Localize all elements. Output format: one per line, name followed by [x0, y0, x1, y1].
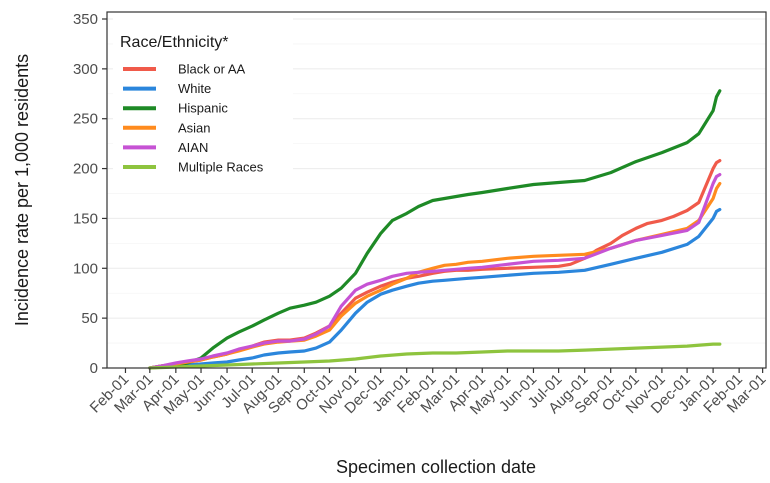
- series-line-asian: [148, 181, 722, 370]
- y-tick-label: 50: [81, 310, 98, 327]
- y-axis: 0 50 100 150 200 250 300 350: [73, 11, 107, 377]
- legend-label: AIAN: [178, 140, 208, 155]
- series-line-multiple-races: [148, 342, 722, 370]
- legend-label: Hispanic: [178, 101, 228, 116]
- plot-border: [106, 11, 767, 369]
- series-line-aian: [148, 173, 722, 370]
- series-line-hispanic: [148, 89, 722, 370]
- y-axis-title: Incidence rate per 1,000 residents: [12, 54, 32, 326]
- legend-label: Multiple Races: [178, 160, 264, 175]
- legend-title: Race/Ethnicity*: [120, 34, 229, 51]
- y-tick-label: 300: [73, 61, 98, 78]
- series-lines: [148, 89, 722, 370]
- legend-background: [113, 18, 293, 176]
- y-tick-label: 350: [73, 11, 98, 28]
- y-tick-label: 100: [73, 260, 98, 277]
- legend-label: Black or AA: [178, 62, 246, 77]
- y-tick-label: 200: [73, 161, 98, 178]
- series-line-black-or-aa: [148, 159, 722, 370]
- y-tick-label: 0: [90, 360, 98, 377]
- x-axis: Feb-01Mar-01Apr-01May-01Jun-01Jul-01Aug-…: [87, 368, 769, 418]
- legend-items: Black or AA White Hispanic Asian AIAN Multipl…: [123, 62, 264, 175]
- legend-label: White: [178, 81, 211, 96]
- x-axis-title: Specimen collection date: [336, 457, 536, 477]
- y-tick-label: 250: [73, 111, 98, 128]
- legend: Race/Ethnicity* Black or AA White Hispanic…: [113, 18, 293, 176]
- legend-label: Asian: [178, 120, 211, 135]
- y-tick-label: 150: [73, 210, 98, 227]
- series-line-white: [148, 207, 722, 370]
